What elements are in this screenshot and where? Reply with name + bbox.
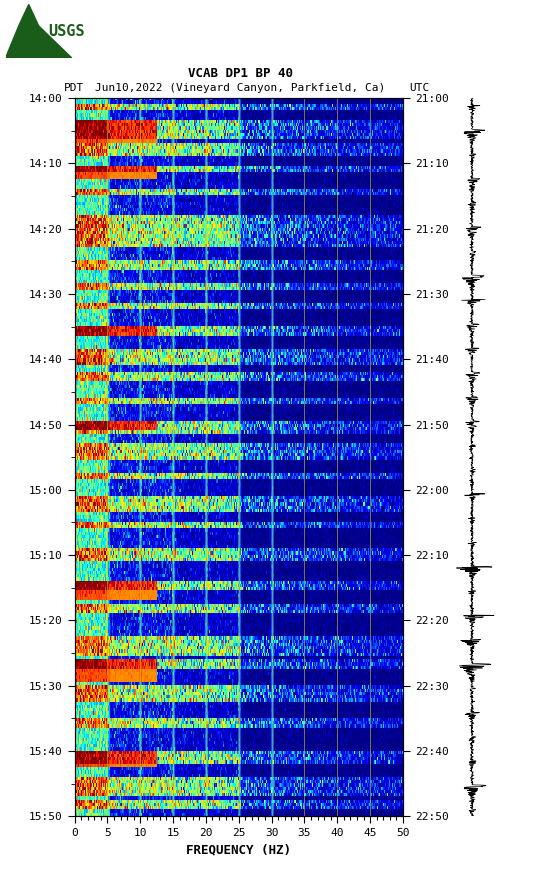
Text: PDT: PDT [63,83,84,93]
Text: Jun10,2022 (Vineyard Canyon, Parkfield, Ca): Jun10,2022 (Vineyard Canyon, Parkfield, … [95,83,385,93]
Text: USGS: USGS [49,24,85,38]
Text: VCAB DP1 BP 40: VCAB DP1 BP 40 [188,67,293,80]
Polygon shape [6,4,72,58]
X-axis label: FREQUENCY (HZ): FREQUENCY (HZ) [186,844,291,856]
Text: UTC: UTC [410,83,429,93]
